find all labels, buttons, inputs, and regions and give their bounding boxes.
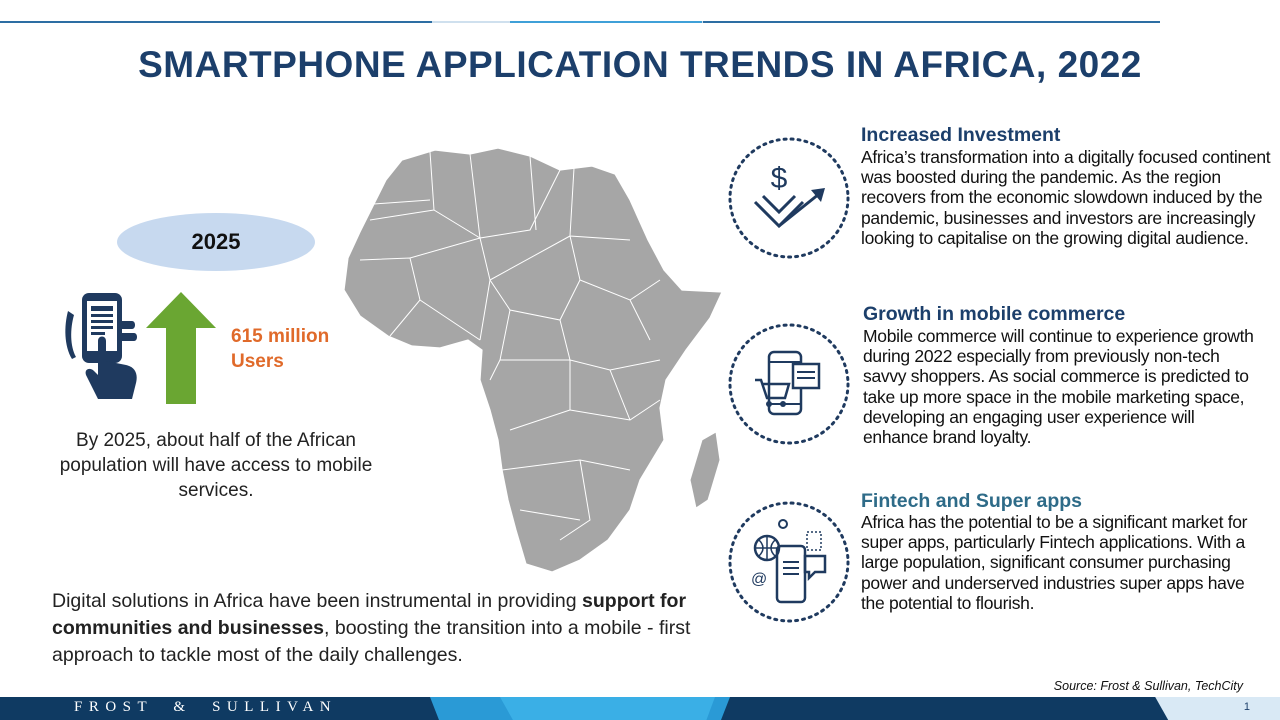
africa-map — [343, 147, 723, 573]
year-badge: 2025 — [117, 213, 315, 271]
year-label: 2025 — [191, 229, 241, 254]
svg-text:@: @ — [751, 571, 767, 588]
top-rule — [0, 21, 1160, 23]
investment-icon: $ — [728, 137, 850, 259]
digital-solutions-text: Digital solutions in Africa have been in… — [52, 588, 702, 669]
feature-body-investment: Africa’s transformation into a digitally… — [861, 147, 1271, 248]
feature-body-mobile-commerce: Mobile commerce will continue to experie… — [863, 326, 1254, 448]
users-stat-number: 615 million — [231, 326, 330, 347]
svg-text:$: $ — [771, 162, 788, 195]
source-note: Source: Frost & Sullivan, TechCity — [1053, 679, 1243, 693]
page-number: 1 — [1243, 701, 1250, 713]
up-arrow-icon — [146, 292, 216, 404]
feature-title-fintech: Fintech and Super apps — [861, 490, 1083, 512]
brand-logo: FROST & SULLIVAN — [74, 699, 338, 715]
users-stat-unit: Users — [231, 351, 284, 372]
fintech-icon: @ — [728, 501, 850, 623]
digital-solutions-text-part1: Digital solutions in Africa have been in… — [52, 590, 583, 612]
phone-hand-icon — [65, 293, 137, 399]
feature-title-mobile-commerce: Growth in mobile commerce — [863, 303, 1126, 325]
feature-body-fintech: Africa has the potential to be a signifi… — [861, 512, 1248, 613]
page-title: SMARTPHONE APPLICATION TRENDS IN AFRICA,… — [138, 44, 1142, 85]
digital-solutions-text-part2: , boosting the transition into a mobile … — [52, 617, 691, 666]
mobile-commerce-icon — [728, 323, 850, 445]
digital-solutions-text-bold: support for communities and businesses — [52, 590, 687, 639]
footer-bar: FROST & SULLIVAN 1 — [0, 697, 1280, 720]
users-stat: 615 million Users — [231, 324, 329, 374]
access-caption: By 2025, about half of the African popul… — [59, 430, 373, 501]
feature-title-investment: Increased Investment — [861, 124, 1061, 146]
